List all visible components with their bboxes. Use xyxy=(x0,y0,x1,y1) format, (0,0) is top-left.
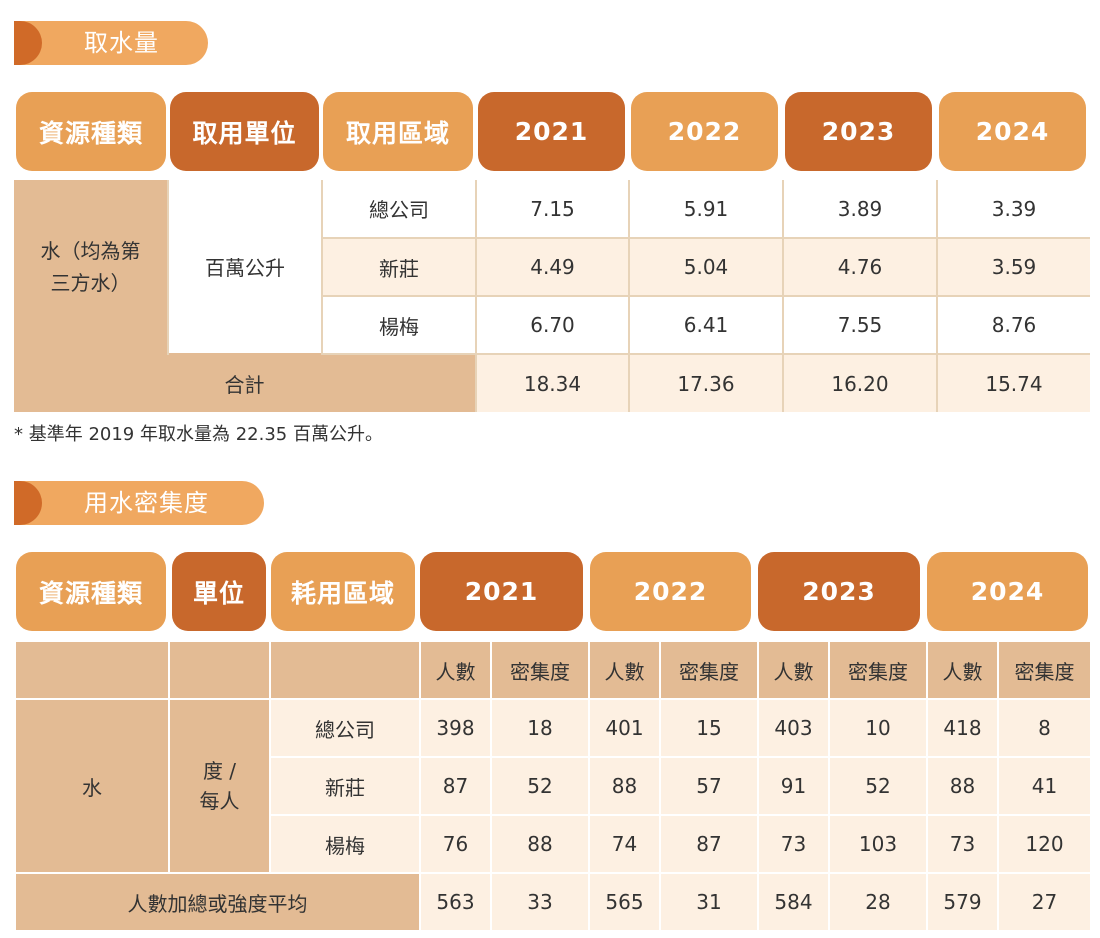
value-cell: 8 xyxy=(997,698,1092,758)
total-value: 27 xyxy=(997,872,1092,932)
header-area: 取用區域 xyxy=(323,92,473,171)
value-cell: 6.70 xyxy=(476,296,630,355)
value-cell: 88 xyxy=(926,756,999,816)
value-cell: 3.89 xyxy=(783,180,938,239)
water-intensity-table: 人數 密集度 人數 密集度 人數 密集度 人數 密集度 水 度 / 每人 總公司… xyxy=(14,640,1092,932)
value-cell: 4.49 xyxy=(476,238,630,297)
resource-type-cell: 水 xyxy=(14,698,170,874)
value-cell: 87 xyxy=(659,814,759,874)
header-year-2021: 2021 xyxy=(420,552,583,631)
section-title-water-withdrawal: 取水量 xyxy=(14,21,208,65)
header-resource-type: 資源種類 xyxy=(16,92,166,171)
sub-header-intensity: 密集度 xyxy=(659,640,759,700)
header-year-2022: 2022 xyxy=(590,552,751,631)
value-cell: 5.04 xyxy=(629,238,784,297)
value-cell: 398 xyxy=(419,698,492,758)
value-cell: 88 xyxy=(490,814,590,874)
total-value: 33 xyxy=(490,872,590,932)
area-cell: 新莊 xyxy=(322,238,477,297)
value-cell: 76 xyxy=(419,814,492,874)
value-cell: 103 xyxy=(828,814,928,874)
total-value: 16.20 xyxy=(783,354,938,412)
unit-label: 度 / 每人 xyxy=(199,759,240,813)
sub-header-people: 人數 xyxy=(757,640,830,700)
value-cell: 18 xyxy=(490,698,590,758)
total-value: 28 xyxy=(828,872,928,932)
sub-header-intensity: 密集度 xyxy=(997,640,1092,700)
value-cell: 4.76 xyxy=(783,238,938,297)
value-cell: 57 xyxy=(659,756,759,816)
total-value: 31 xyxy=(659,872,759,932)
sub-header-people: 人數 xyxy=(419,640,492,700)
sub-header-people: 人數 xyxy=(588,640,661,700)
section-title-text: 用水密集度 xyxy=(84,489,209,517)
value-cell: 87 xyxy=(419,756,492,816)
total-label: 人數加總或強度平均 xyxy=(14,872,421,932)
header-resource-type: 資源種類 xyxy=(16,552,166,631)
section-accent xyxy=(14,481,42,525)
empty-header-cell xyxy=(269,640,421,700)
value-cell: 15 xyxy=(659,698,759,758)
area-cell: 楊梅 xyxy=(322,296,477,355)
value-cell: 73 xyxy=(926,814,999,874)
total-value: 18.34 xyxy=(476,354,630,412)
unit-cell: 度 / 每人 xyxy=(168,698,271,874)
value-cell: 88 xyxy=(588,756,661,816)
resource-type-label: 水（均為第三方水） xyxy=(40,238,141,295)
value-cell: 3.59 xyxy=(937,238,1090,297)
resource-type-cell: 水（均為第三方水） xyxy=(14,180,169,354)
total-value: 579 xyxy=(926,872,999,932)
total-value: 565 xyxy=(588,872,661,932)
value-cell: 120 xyxy=(997,814,1092,874)
area-cell: 新莊 xyxy=(269,756,421,816)
header-year-2024: 2024 xyxy=(939,92,1086,171)
unit-cell: 百萬公升 xyxy=(168,180,323,354)
sub-header-intensity: 密集度 xyxy=(828,640,928,700)
area-cell: 總公司 xyxy=(269,698,421,758)
total-value: 17.36 xyxy=(629,354,784,412)
value-cell: 73 xyxy=(757,814,830,874)
value-cell: 41 xyxy=(997,756,1092,816)
value-cell: 52 xyxy=(828,756,928,816)
total-value: 15.74 xyxy=(937,354,1090,412)
value-cell: 418 xyxy=(926,698,999,758)
value-cell: 401 xyxy=(588,698,661,758)
header-unit: 取用單位 xyxy=(170,92,319,171)
empty-header-cell xyxy=(14,640,170,700)
total-label: 合計 xyxy=(14,353,477,412)
empty-header-cell xyxy=(168,640,271,700)
value-cell: 6.41 xyxy=(629,296,784,355)
total-value: 584 xyxy=(757,872,830,932)
header-year-2023: 2023 xyxy=(785,92,932,171)
header-unit: 單位 xyxy=(172,552,266,631)
value-cell: 7.15 xyxy=(476,180,630,239)
value-cell: 91 xyxy=(757,756,830,816)
header-year-2024: 2024 xyxy=(927,552,1088,631)
header-year-2021: 2021 xyxy=(478,92,625,171)
value-cell: 5.91 xyxy=(629,180,784,239)
section-accent xyxy=(14,21,42,65)
value-cell: 74 xyxy=(588,814,661,874)
value-cell: 3.39 xyxy=(937,180,1090,239)
value-cell: 10 xyxy=(828,698,928,758)
value-cell: 8.76 xyxy=(937,296,1090,355)
area-cell: 總公司 xyxy=(322,180,477,239)
water-withdrawal-table: 水（均為第三方水） 百萬公升 總公司 7.15 5.91 3.89 3.39 新… xyxy=(14,180,1090,412)
sub-header-people: 人數 xyxy=(926,640,999,700)
header-year-2023: 2023 xyxy=(758,552,920,631)
sub-header-intensity: 密集度 xyxy=(490,640,590,700)
baseline-note: * 基準年 2019 年取水量為 22.35 百萬公升。 xyxy=(14,424,383,445)
area-cell: 楊梅 xyxy=(269,814,421,874)
section-title-water-intensity: 用水密集度 xyxy=(14,481,264,525)
value-cell: 403 xyxy=(757,698,830,758)
value-cell: 52 xyxy=(490,756,590,816)
header-year-2022: 2022 xyxy=(631,92,778,171)
section-title-text: 取水量 xyxy=(84,29,159,57)
header-area: 耗用區域 xyxy=(271,552,415,631)
total-value: 563 xyxy=(419,872,492,932)
value-cell: 7.55 xyxy=(783,296,938,355)
